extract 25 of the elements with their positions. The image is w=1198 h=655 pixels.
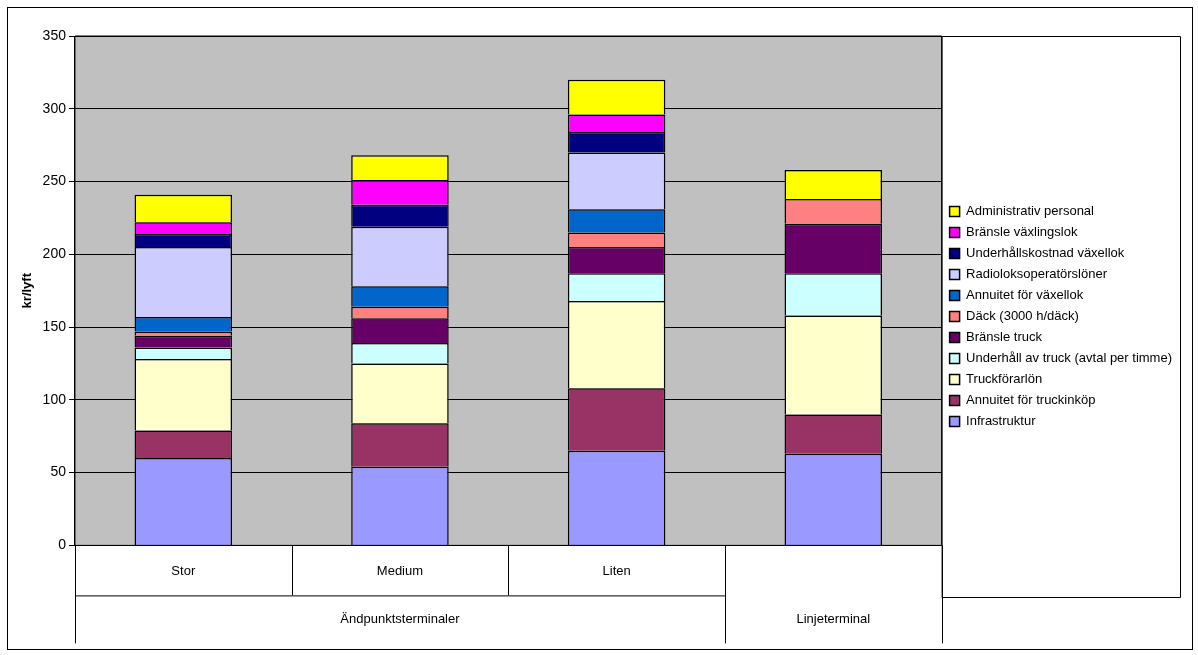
legend-label: Underhåll av truck (avtal per timme) bbox=[966, 350, 1173, 366]
legend-label: Truckförarlön bbox=[966, 371, 1043, 387]
legend-label: Däck (3000 h/däck) bbox=[966, 308, 1079, 324]
y-axis-title: kr/lyft bbox=[19, 272, 35, 309]
legend-label: Annuitet för växellok bbox=[966, 287, 1084, 303]
x-tick-label: Liten bbox=[602, 562, 631, 578]
y-tick-label: 200 bbox=[42, 245, 67, 262]
y-tick-label: 0 bbox=[58, 536, 67, 553]
y-tick-label: 50 bbox=[50, 463, 67, 480]
y-tick-label: 100 bbox=[42, 390, 67, 407]
y-tick-label: 350 bbox=[42, 26, 67, 43]
text: Ändpunktsterminaler bbox=[340, 610, 461, 626]
legend-label: Infrastruktur bbox=[966, 413, 1037, 429]
y-tick-label: 300 bbox=[42, 99, 67, 116]
text: Linjeterminal bbox=[796, 610, 871, 626]
legend-label: Radioloksoperatörslöner bbox=[966, 266, 1108, 282]
y-tick-label: 150 bbox=[42, 317, 67, 334]
x-tick-label: Stor bbox=[171, 562, 196, 578]
x-tick-label: Medium bbox=[376, 562, 424, 578]
legend-label: Annuitet för truckinköp bbox=[966, 392, 1096, 408]
y-tick-label: 250 bbox=[42, 172, 67, 189]
legend-label: Bränsle växlingslok bbox=[966, 224, 1078, 240]
legend-label: Underhållskostnad växellok bbox=[966, 245, 1125, 261]
legend-label: Administrativ personal bbox=[966, 203, 1095, 219]
legend-label: Bränsle truck bbox=[966, 329, 1043, 345]
